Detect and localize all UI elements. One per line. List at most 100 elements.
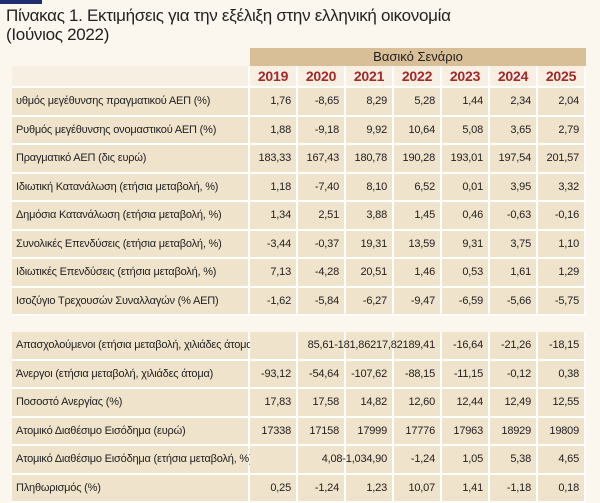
value-cell: -1,62 bbox=[250, 288, 298, 317]
value-cell: -88,15 bbox=[394, 361, 442, 390]
row-label: Απασχολούμενοι (ετήσια μεταβολή, χιλιάδε… bbox=[12, 332, 250, 361]
table-row: Ατομικό Διαθέσιμο Εισόδημα (ετήσια μεταβ… bbox=[12, 446, 586, 475]
table-row: Ισοζύγιο Τρεχουσών Συναλλαγών (% ΑΕΠ)-1,… bbox=[12, 288, 586, 317]
value-cell: -5,75 bbox=[538, 288, 586, 317]
value-cell: 17338 bbox=[250, 418, 298, 447]
value-cell: -3,44 bbox=[250, 231, 298, 260]
value-cell: 193,01 bbox=[442, 145, 490, 174]
table-row: υθμός μεγέθυνσης πραγματικού ΑΕΠ (%)1,76… bbox=[12, 88, 586, 117]
value-cell: 1,34 bbox=[250, 202, 298, 231]
row-label: Δημόσια Κατανάλωση (ετήσια μεταβολή, %) bbox=[12, 202, 250, 231]
scenario-row: Βασικό Σενάριο bbox=[12, 48, 586, 66]
row-label: Ατομικό Διαθέσιμο Εισόδημα (ετήσια μεταβ… bbox=[12, 446, 250, 475]
value-cell: 12,44 bbox=[442, 389, 490, 418]
value-cell: 0,01 bbox=[442, 174, 490, 203]
value-cell: -54,64 bbox=[298, 361, 346, 390]
value-cell: 180,78 bbox=[346, 145, 394, 174]
value-cell: -0,37 bbox=[298, 231, 346, 260]
value-cell: 10,07 bbox=[394, 475, 442, 503]
value-cell: -1,24 bbox=[394, 446, 442, 475]
value-cell: 0,46 bbox=[442, 202, 490, 231]
value-cell: 0,25 bbox=[250, 475, 298, 503]
value-cell: 1,23 bbox=[346, 475, 394, 503]
value-cell: 1,44 bbox=[442, 88, 490, 117]
value-cell: 9,31 bbox=[442, 231, 490, 260]
value-cell: -93,12 bbox=[250, 361, 298, 390]
value-cell: 1,46 bbox=[394, 259, 442, 288]
value-cell: 8,29 bbox=[346, 88, 394, 117]
row-label: Ιδιωτικές Επενδύσεις (ετήσια μεταβολή, %… bbox=[12, 259, 250, 288]
value-cell: 0,53 bbox=[442, 259, 490, 288]
value-cell: 0,38 bbox=[538, 361, 586, 390]
value-cell: -6,27 bbox=[346, 288, 394, 317]
value-cell: 3,88 bbox=[346, 202, 394, 231]
value-cell: -0,16 bbox=[538, 202, 586, 231]
table-row: Απασχολούμενοι (ετήσια μεταβολή, χιλιάδε… bbox=[12, 332, 586, 361]
row-label: υθμός μεγέθυνσης πραγματικού ΑΕΠ (%) bbox=[12, 88, 250, 117]
title-line: (Ιούνιος 2022) bbox=[6, 25, 451, 44]
value-cell: 1,88 bbox=[250, 117, 298, 146]
year-header: 2021 bbox=[346, 66, 394, 88]
value-cell: -9,18 bbox=[298, 117, 346, 146]
value-cell: 3,95 bbox=[490, 174, 538, 203]
value-cell: 4,65 bbox=[538, 446, 586, 475]
row-label: Πραγματικό ΑΕΠ (δις ευρώ) bbox=[12, 145, 250, 174]
section: Απασχολούμενοι (ετήσια μεταβολή, χιλιάδε… bbox=[12, 332, 586, 503]
value-cell: -1,24 bbox=[298, 475, 346, 503]
accent-bar bbox=[0, 0, 42, 4]
value-cell: -0,63 bbox=[490, 202, 538, 231]
scenario-header: Βασικό Σενάριο bbox=[250, 48, 586, 66]
row-label: Ισοζύγιο Τρεχουσών Συναλλαγών (% ΑΕΠ) bbox=[12, 288, 250, 317]
value-cell: 17,58 bbox=[298, 389, 346, 418]
table-row: Συνολικές Επενδύσεις (ετήσια μεταβολή, %… bbox=[12, 231, 586, 260]
value-cell: 1,41 bbox=[442, 475, 490, 503]
value-cell: 4,08-1,034,90 bbox=[346, 446, 394, 475]
value-cell: 6,52 bbox=[394, 174, 442, 203]
value-cell: 5,08 bbox=[442, 117, 490, 146]
value-cell: 183,33 bbox=[250, 145, 298, 174]
value-cell: 19809 bbox=[538, 418, 586, 447]
value-cell: 17158 bbox=[298, 418, 346, 447]
value-cell: 3,65 bbox=[490, 117, 538, 146]
value-cell: 7,13 bbox=[250, 259, 298, 288]
value-cell: 197,54 bbox=[490, 145, 538, 174]
year-header: 2024 bbox=[490, 66, 538, 88]
value-cell: -7,40 bbox=[298, 174, 346, 203]
value-cell: 14,82 bbox=[346, 389, 394, 418]
value-cell: 3,32 bbox=[538, 174, 586, 203]
value-cell bbox=[250, 446, 298, 475]
value-cell: 1,18 bbox=[250, 174, 298, 203]
row-label: Συνολικές Επενδύσεις (ετήσια μεταβολή, %… bbox=[12, 231, 250, 260]
value-cell: 17963 bbox=[442, 418, 490, 447]
year-header: 2019 bbox=[250, 66, 298, 88]
value-cell: -11,15 bbox=[442, 361, 490, 390]
row-label: Ιδιωτική Κατανάλωση (ετήσια μεταβολή, %) bbox=[12, 174, 250, 203]
value-cell: 1,10 bbox=[538, 231, 586, 260]
value-cell: -18,15 bbox=[538, 332, 586, 361]
value-cell: 17776 bbox=[394, 418, 442, 447]
row-label: Ποσοστό Ανεργίας (%) bbox=[12, 389, 250, 418]
title: Πίνακας 1. Εκτιμήσεις για την εξέλιξη στ… bbox=[6, 6, 451, 44]
value-cell bbox=[250, 332, 298, 361]
value-cell: 3,75 bbox=[490, 231, 538, 260]
value-cell: -5,66 bbox=[490, 288, 538, 317]
value-cell: 190,28 bbox=[394, 145, 442, 174]
table-row: Ιδιωτική Κατανάλωση (ετήσια μεταβολή, %)… bbox=[12, 174, 586, 203]
value-cell: 2,04 bbox=[538, 88, 586, 117]
value-cell: 12,49 bbox=[490, 389, 538, 418]
value-cell: -16,64 bbox=[442, 332, 490, 361]
value-cell: -21,26 bbox=[490, 332, 538, 361]
value-cell: -107,62 bbox=[346, 361, 394, 390]
value-cell: 12,55 bbox=[538, 389, 586, 418]
value-cell: -6,59 bbox=[442, 288, 490, 317]
value-cell: 2,34 bbox=[490, 88, 538, 117]
table-row: Ιδιωτικές Επενδύσεις (ετήσια μεταβολή, %… bbox=[12, 259, 586, 288]
value-cell: 13,59 bbox=[394, 231, 442, 260]
value-cell: 17999 bbox=[346, 418, 394, 447]
value-cell: -4,28 bbox=[298, 259, 346, 288]
